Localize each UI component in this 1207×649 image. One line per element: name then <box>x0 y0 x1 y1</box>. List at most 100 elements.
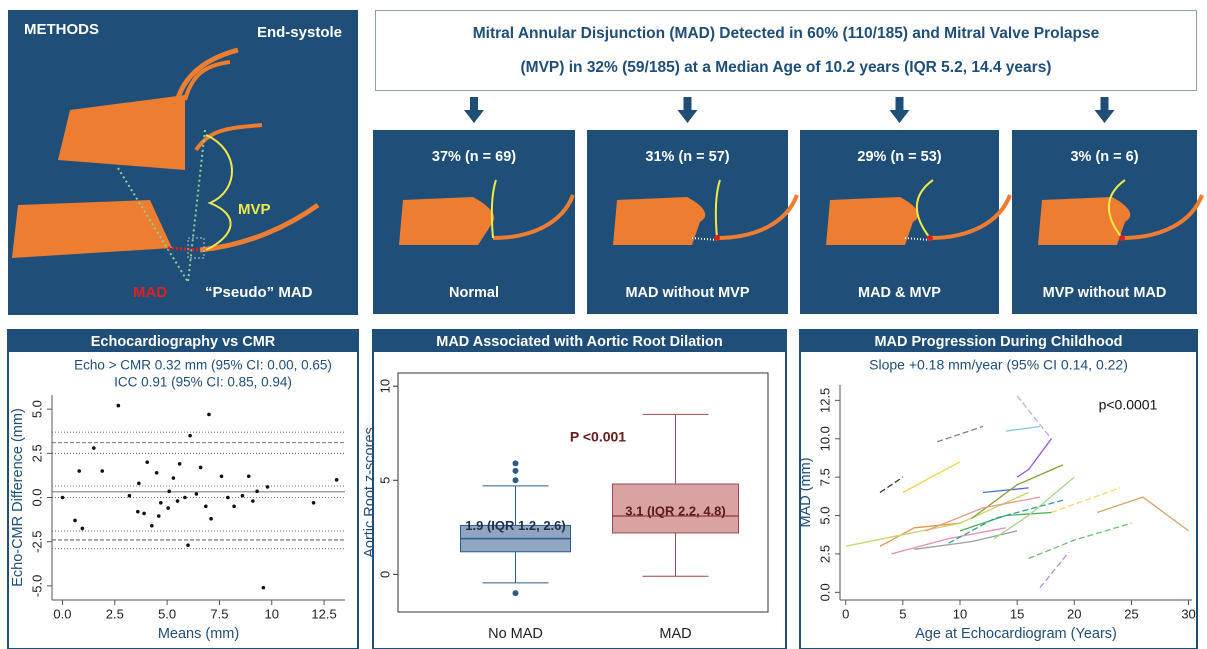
y-tick-label: 5.0 <box>817 506 832 524</box>
group-label: MAD & MVP <box>858 285 941 301</box>
point <box>142 512 146 516</box>
y-tick-label: -5.0 <box>29 575 44 597</box>
annotation: ICC 0.91 (95% CI: 0.85, 0.94) <box>114 375 292 390</box>
x-tick-label: 7.5 <box>210 606 228 621</box>
x-tick-label: 0 <box>842 606 849 621</box>
point <box>251 499 255 503</box>
methods-title: METHODS <box>24 21 99 38</box>
arrow-shaft <box>684 97 692 111</box>
hinge-point <box>927 235 933 241</box>
point <box>183 496 187 500</box>
outlier <box>513 477 519 483</box>
point <box>220 474 224 478</box>
chart-title: MAD Progression During Childhood <box>874 334 1122 350</box>
y-tick-label: 0.0 <box>817 583 832 601</box>
ventricle-shape <box>399 197 494 245</box>
point <box>241 494 245 498</box>
y-tick-label: 2.5 <box>817 545 832 563</box>
x-tick-label: 0.0 <box>53 606 71 621</box>
group-stat: 37% (n = 69) <box>432 149 516 165</box>
y-tick-label: 10.0 <box>817 426 832 451</box>
y-tick-label: 0.0 <box>29 488 44 506</box>
point <box>195 492 199 496</box>
point <box>247 474 251 478</box>
page: { "methods": {"title": "METHODS", "phase… <box>0 0 1207 649</box>
phase-label: End-systole <box>257 24 342 41</box>
x-tick-label: MAD <box>659 626 691 642</box>
summary-line: Mitral Annular Disjunction (MAD) Detecte… <box>473 25 1100 42</box>
point <box>128 494 132 498</box>
hinge-point <box>714 235 720 241</box>
y-axis-label: MAD (mm) <box>798 457 814 527</box>
point <box>100 469 104 473</box>
x-tick-label: No MAD <box>488 626 543 642</box>
group-stat: 3% (n = 6) <box>1070 149 1138 165</box>
mad-label: MAD <box>133 284 167 301</box>
y-tick-label: 5 <box>377 477 392 484</box>
point <box>81 527 85 531</box>
point <box>204 505 208 509</box>
y-tick-label: 5.0 <box>29 400 44 418</box>
point <box>145 460 149 464</box>
summary-line: (MVP) in 32% (59/185) at a Median Age of… <box>521 59 1052 76</box>
point <box>92 446 96 450</box>
x-axis-label: Age at Echocardiogram (Years) <box>915 626 1117 642</box>
point <box>167 490 171 494</box>
point <box>137 482 141 486</box>
point <box>188 434 192 438</box>
x-tick-label: 20 <box>1067 606 1081 621</box>
infographic: METHODS End-systole MVP MAD “Pseudo” MAD… <box>0 0 1207 649</box>
point <box>176 499 180 503</box>
point <box>232 505 236 509</box>
x-tick-label: 30 <box>1181 606 1195 621</box>
y-tick-label: 0 <box>377 571 392 578</box>
x-tick-label: 25 <box>1124 606 1138 621</box>
point <box>335 478 339 482</box>
x-tick-label: 10 <box>265 606 279 621</box>
point <box>159 501 163 505</box>
y-axis-label: Echo-CMR Difference (mm) <box>10 408 26 587</box>
arrow-head <box>890 110 910 123</box>
group-stat: 31% (n = 57) <box>645 149 729 165</box>
annotation: p<0.0001 <box>1099 397 1158 413</box>
y-tick-label: 2.5 <box>29 444 44 462</box>
x-tick-label: 15 <box>1010 606 1024 621</box>
arrow-shaft <box>470 97 478 111</box>
arrow-head <box>678 110 698 123</box>
box-label: 3.1 (IQR 2.2, 4.8) <box>625 503 725 518</box>
chart-title: MAD Associated with Aortic Root Dilation <box>436 334 723 350</box>
chart-panel <box>800 330 1197 649</box>
point <box>73 519 77 523</box>
point <box>77 469 81 473</box>
annotation: Echo > CMR 0.32 mm (95% CI: 0.00, 0.65) <box>74 358 332 373</box>
point <box>166 506 170 510</box>
point <box>266 485 270 489</box>
point <box>255 490 259 494</box>
point <box>199 466 203 470</box>
point <box>226 496 230 500</box>
ventricle-shape <box>12 200 172 258</box>
arrow-head <box>464 110 484 123</box>
point <box>150 524 154 528</box>
outlier <box>513 460 519 466</box>
summary-box <box>376 11 1197 91</box>
outlier <box>513 468 519 474</box>
box-label: 1.9 (IQR 1.2, 2.6) <box>465 518 565 533</box>
ventricle-shape <box>1038 197 1130 245</box>
y-tick-label: 7.5 <box>817 468 832 486</box>
arrow-shaft <box>1101 97 1109 111</box>
x-tick-label: 5.0 <box>158 606 176 621</box>
annotation: Slope +0.18 mm/year (95% CI 0.14, 0.22) <box>869 357 1128 373</box>
point <box>157 514 161 518</box>
arrow-head <box>1095 110 1115 123</box>
x-tick-label: 12.5 <box>311 606 336 621</box>
point <box>117 404 121 408</box>
y-tick-label: 12.5 <box>817 388 832 413</box>
ventricle-shape <box>826 197 918 245</box>
point <box>186 543 190 547</box>
point <box>61 496 65 500</box>
point <box>209 517 213 521</box>
group-label: Normal <box>449 285 499 301</box>
x-tick-label: 2.5 <box>106 606 124 621</box>
x-tick-label: 10 <box>953 606 967 621</box>
